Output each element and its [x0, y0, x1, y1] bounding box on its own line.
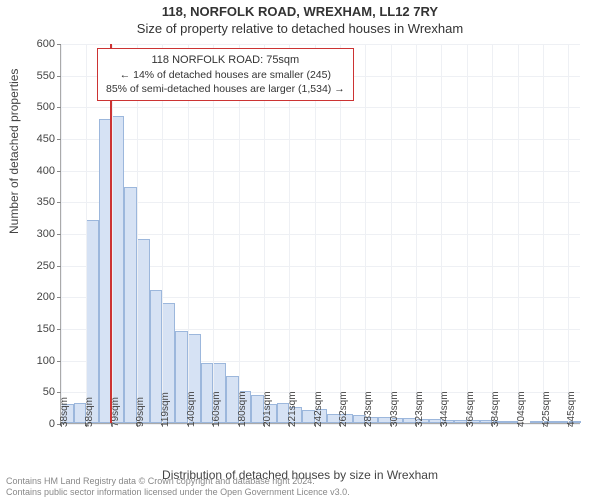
- gridline-v: [61, 44, 62, 423]
- x-tick-label: 242sqm: [313, 391, 324, 427]
- gridline-h: [61, 44, 580, 45]
- x-tick-label: 404sqm: [516, 391, 527, 427]
- caption-larger: 85% of semi-detached houses are larger (…: [106, 82, 345, 96]
- x-tick-label: 140sqm: [186, 391, 197, 427]
- gridline-h: [61, 202, 580, 203]
- attribution-line1: Contains HM Land Registry data © Crown c…: [6, 476, 315, 486]
- caption-title: 118 NORFOLK ROAD: 75sqm: [106, 53, 345, 68]
- gridline-v: [365, 44, 366, 423]
- y-tick-label: 50: [43, 386, 55, 398]
- y-tick-label: 100: [37, 355, 55, 367]
- y-tick-label: 350: [37, 196, 55, 208]
- x-tick-label: 99sqm: [135, 397, 146, 427]
- y-tick-label: 450: [37, 133, 55, 145]
- chart-container: 118, NORFOLK ROAD, WREXHAM, LL12 7RY Siz…: [0, 0, 600, 500]
- gridline-h: [61, 139, 580, 140]
- gridline-v: [86, 44, 87, 423]
- y-tick-label: 400: [37, 165, 55, 177]
- x-tick-label: 160sqm: [211, 391, 222, 427]
- x-tick-label: 180sqm: [237, 391, 248, 427]
- chart-subtitle: Size of property relative to detached ho…: [0, 19, 600, 36]
- x-tick-label: 262sqm: [338, 391, 349, 427]
- x-tick-label: 344sqm: [439, 391, 450, 427]
- attribution-text: Contains HM Land Registry data © Crown c…: [6, 476, 350, 498]
- y-tick-label: 550: [37, 70, 55, 82]
- marker-caption-box: 118 NORFOLK ROAD: 75sqm← 14% of detached…: [97, 48, 354, 101]
- histogram-bar: [86, 220, 99, 423]
- histogram-bar: [112, 116, 125, 423]
- histogram-bar: [137, 239, 150, 423]
- gridline-h: [61, 171, 580, 172]
- y-tick-label: 200: [37, 291, 55, 303]
- gridline-v: [492, 44, 493, 423]
- x-tick-label: 364sqm: [465, 391, 476, 427]
- plot-area: 05010015020025030035040045050055060038sq…: [60, 44, 580, 424]
- x-tick-label: 221sqm: [287, 391, 298, 427]
- y-tick-label: 500: [37, 101, 55, 113]
- gridline-v: [568, 44, 569, 423]
- x-tick-label: 283sqm: [363, 391, 374, 427]
- gridline-v: [518, 44, 519, 423]
- x-tick-label: 119sqm: [160, 392, 171, 427]
- x-tick-label: 38sqm: [59, 397, 70, 427]
- y-tick-label: 250: [37, 260, 55, 272]
- x-tick-label: 201sqm: [262, 391, 273, 427]
- x-tick-label: 58sqm: [84, 397, 95, 427]
- y-tick-label: 0: [49, 418, 55, 430]
- y-tick-label: 600: [37, 38, 55, 50]
- y-tick-label: 300: [37, 228, 55, 240]
- x-tick-label: 425sqm: [541, 391, 552, 427]
- y-tick-label: 150: [37, 323, 55, 335]
- x-tick-label: 445sqm: [566, 391, 577, 427]
- gridline-v: [441, 44, 442, 423]
- x-tick-label: 384sqm: [490, 391, 501, 427]
- x-tick-label: 323sqm: [414, 391, 425, 427]
- y-axis-label: Number of detached properties: [7, 69, 21, 234]
- address-title: 118, NORFOLK ROAD, WREXHAM, LL12 7RY: [0, 0, 600, 19]
- gridline-v: [543, 44, 544, 423]
- gridline-v: [467, 44, 468, 423]
- gridline-h: [61, 234, 580, 235]
- gridline-v: [391, 44, 392, 423]
- gridline-h: [61, 107, 580, 108]
- attribution-line2: Contains public sector information licen…: [6, 487, 350, 497]
- caption-smaller: ← 14% of detached houses are smaller (24…: [106, 68, 345, 82]
- gridline-v: [416, 44, 417, 423]
- histogram-bar: [124, 187, 137, 423]
- x-tick-label: 303sqm: [389, 391, 400, 427]
